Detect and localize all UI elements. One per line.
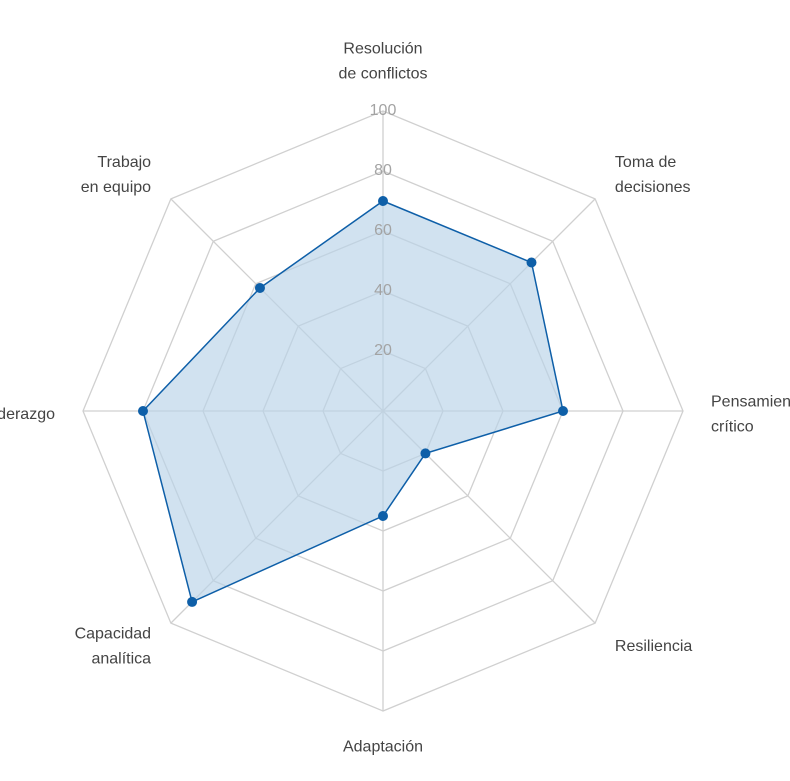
axis-label-3: Resiliencia bbox=[615, 638, 692, 655]
axis-label-line: de conflictos bbox=[339, 66, 428, 83]
tick-label: 60 bbox=[374, 222, 392, 239]
tick-label: 40 bbox=[374, 282, 392, 299]
axis-label-line: crítico bbox=[711, 419, 754, 436]
axis-label-0: Resolución de conflictos bbox=[339, 41, 428, 83]
axis-label-6: Liderazgo bbox=[0, 406, 55, 423]
radial-tick-labels: 20 40 60 80 100 bbox=[370, 102, 397, 359]
data-point-6[interactable] bbox=[138, 406, 148, 416]
axis-label-line: Toma de bbox=[615, 154, 676, 171]
data-point-7[interactable] bbox=[254, 282, 265, 293]
data-point-0[interactable] bbox=[378, 196, 388, 206]
axis-label-line: Liderazgo bbox=[0, 406, 55, 423]
data-point-4[interactable] bbox=[378, 511, 388, 521]
axis-labels: Resolución de conflictos Toma de decisiones… bbox=[0, 41, 790, 756]
axis-label-1: Toma de decisiones bbox=[615, 154, 691, 196]
axis-label-line: Adaptación bbox=[343, 739, 423, 756]
radar-series bbox=[138, 196, 568, 607]
tick-label: 100 bbox=[370, 102, 397, 119]
axis-label-line: en equipo bbox=[81, 179, 151, 196]
axis-label-line: Capacidad bbox=[75, 626, 152, 643]
axis-label-2: Pensamiento crítico bbox=[711, 394, 790, 436]
data-point-3[interactable] bbox=[420, 448, 431, 459]
axis-label-line: Pensamiento bbox=[711, 394, 790, 411]
axis-label-line: analítica bbox=[91, 651, 151, 668]
tick-label: 20 bbox=[374, 342, 392, 359]
data-point-2[interactable] bbox=[558, 406, 568, 416]
data-point-5[interactable] bbox=[187, 596, 198, 607]
axis-label-4: Adaptación bbox=[343, 739, 423, 756]
axis-label-5: Capacidad analítica bbox=[75, 626, 152, 668]
data-point-1[interactable] bbox=[526, 257, 537, 268]
tick-label: 80 bbox=[374, 162, 392, 179]
axis-label-line: Resiliencia bbox=[615, 638, 692, 655]
axis-label-line: Resolución bbox=[343, 41, 422, 58]
series-area bbox=[142, 200, 564, 603]
axis-label-line: decisiones bbox=[615, 179, 691, 196]
axis-label-line: Trabajo bbox=[97, 154, 151, 171]
axis-label-7: Trabajo en equipo bbox=[81, 154, 151, 196]
